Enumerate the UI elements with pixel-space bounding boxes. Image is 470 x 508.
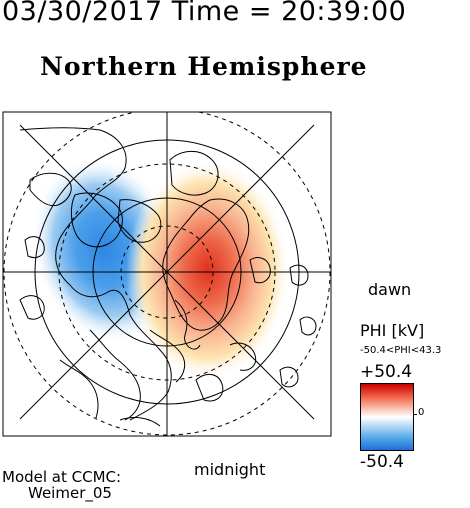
legend-quantity: PHI [kV]	[360, 321, 425, 340]
hemisphere-title: Northern Hemisphere	[40, 52, 368, 81]
map-frame	[2, 111, 332, 437]
credit-line-1: Model at CCMC:	[2, 468, 122, 486]
latitude-circles	[3, 112, 331, 436]
timestamp: 03/30/2017 Time = 20:39:00	[2, 0, 407, 27]
legend-zero-label: 0	[418, 407, 425, 418]
midnight-label: midnight	[194, 460, 266, 479]
legend-range: -50.4<PHI<43.3	[360, 345, 442, 356]
color-scale-bar	[360, 383, 414, 451]
scale-zero-tick	[413, 414, 417, 415]
positive-potential-cell	[126, 160, 290, 380]
legend-max-label: +50.4	[360, 362, 413, 382]
dawn-label: dawn	[368, 280, 412, 299]
meridian-lines	[3, 112, 331, 436]
legend-min-label: -50.4	[360, 452, 404, 472]
credit-line-2: Weimer_05	[28, 484, 112, 502]
